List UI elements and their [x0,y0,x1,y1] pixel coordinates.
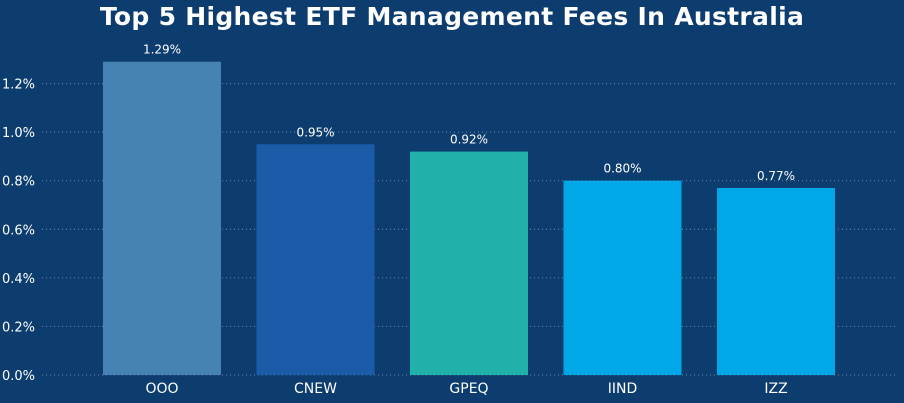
chart-title: Top 5 Highest ETF Management Fees In Aus… [99,2,805,31]
category-label-cnew: CNEW [294,381,337,397]
data-labels: 1.29% 0.95% 0.92% 0.80% 0.77% [143,43,795,183]
bars [103,61,835,375]
category-label-gpeq: GPEQ [449,381,488,397]
bar-izz [717,188,835,375]
data-label-iind: 0.80% [603,162,641,176]
data-label-izz: 0.77% [757,169,795,183]
data-label-ooo: 1.29% [143,43,181,57]
y-tick-label: 0.8% [2,175,35,190]
y-axis-ticks: 0.0% 0.2% 0.4% 0.6% 0.8% 1.0% 1.2% [2,78,35,384]
bar-cnew [256,144,375,375]
bar-gpeq [410,151,528,375]
x-axis-categories: OOO CNEW GPEQ IIND IZZ [145,381,787,397]
y-tick-label: 0.2% [2,320,35,335]
y-tick-label: 0.4% [2,272,35,287]
y-tick-label: 0.0% [2,369,35,384]
data-label-gpeq: 0.92% [450,133,488,147]
category-label-ooo: OOO [145,381,178,397]
category-label-iind: IIND [608,381,638,397]
category-label-izz: IZZ [764,381,787,397]
bar-iind [563,180,682,375]
data-label-cnew: 0.95% [296,125,334,139]
bar-ooo [103,61,221,375]
y-tick-label: 0.6% [2,223,35,238]
y-tick-label: 1.0% [2,126,35,141]
y-tick-label: 1.2% [2,78,35,93]
